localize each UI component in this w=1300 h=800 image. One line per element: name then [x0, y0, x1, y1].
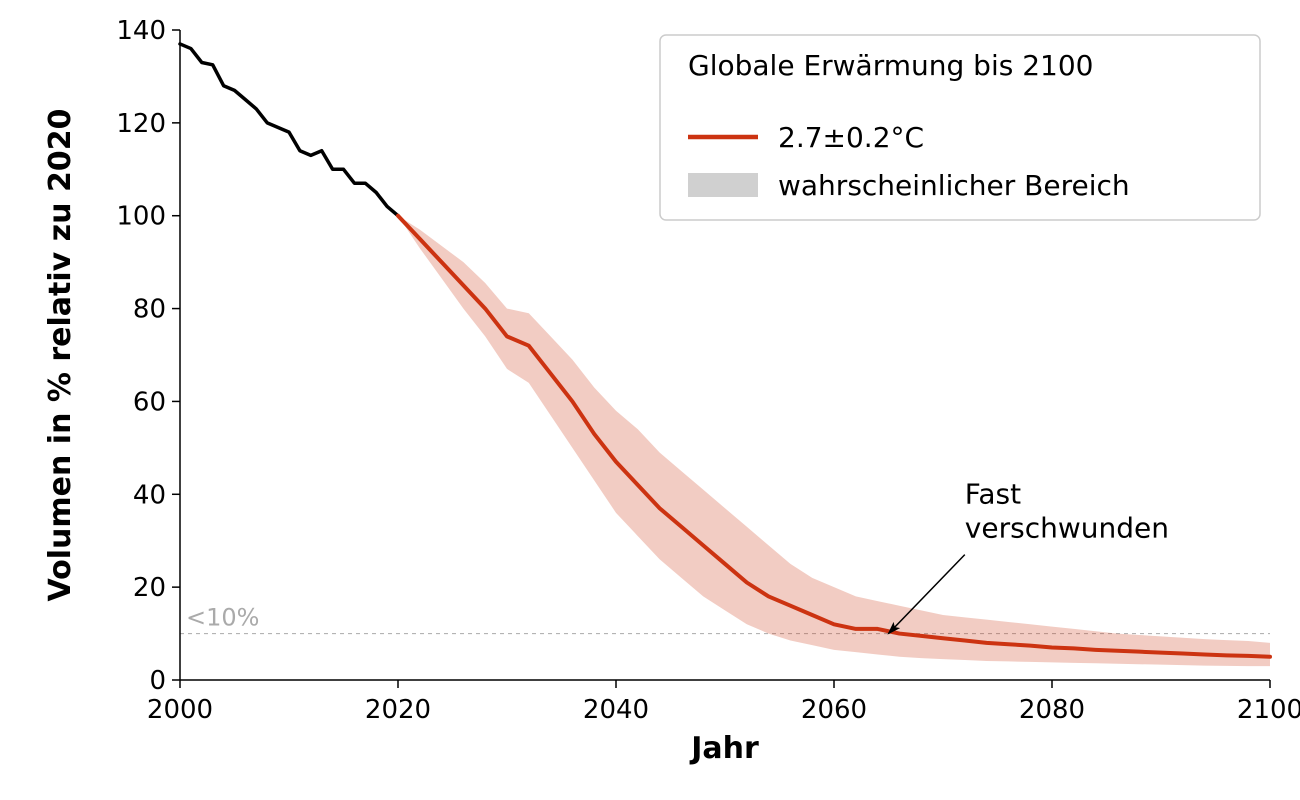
- annotation-text: verschwunden: [965, 512, 1169, 545]
- x-tick-label: 2040: [583, 695, 649, 725]
- threshold-label: <10%: [186, 604, 259, 632]
- y-tick-label: 80: [133, 295, 166, 325]
- y-tick-label: 120: [116, 109, 166, 139]
- x-tick-label: 2100: [1237, 695, 1300, 725]
- y-axis-label: Volumen in % relativ zu 2020: [43, 109, 78, 602]
- y-tick-label: 20: [133, 573, 166, 603]
- x-tick-label: 2020: [365, 695, 431, 725]
- y-tick-label: 100: [116, 202, 166, 232]
- historical-line: [180, 44, 398, 216]
- y-tick-label: 0: [149, 666, 166, 696]
- uncertainty-band: [398, 216, 1270, 666]
- legend-item-label: wahrscheinlicher Bereich: [778, 169, 1130, 202]
- x-tick-label: 2000: [147, 695, 213, 725]
- y-tick-label: 60: [133, 387, 166, 417]
- annotation-text: Fast: [965, 478, 1021, 511]
- x-axis-label: Jahr: [689, 731, 759, 766]
- legend-title: Globale Erwärmung bis 2100: [688, 49, 1093, 82]
- glacier-volume-chart: <10%200020202040206020802100Jahr02040608…: [0, 0, 1300, 800]
- x-tick-label: 2080: [1019, 695, 1085, 725]
- legend-item-label: 2.7±0.2°C: [778, 121, 924, 154]
- y-tick-label: 40: [133, 480, 166, 510]
- x-tick-label: 2060: [801, 695, 867, 725]
- chart-svg: <10%200020202040206020802100Jahr02040608…: [0, 0, 1300, 800]
- y-tick-label: 140: [116, 16, 166, 46]
- legend-swatch-patch: [688, 173, 758, 197]
